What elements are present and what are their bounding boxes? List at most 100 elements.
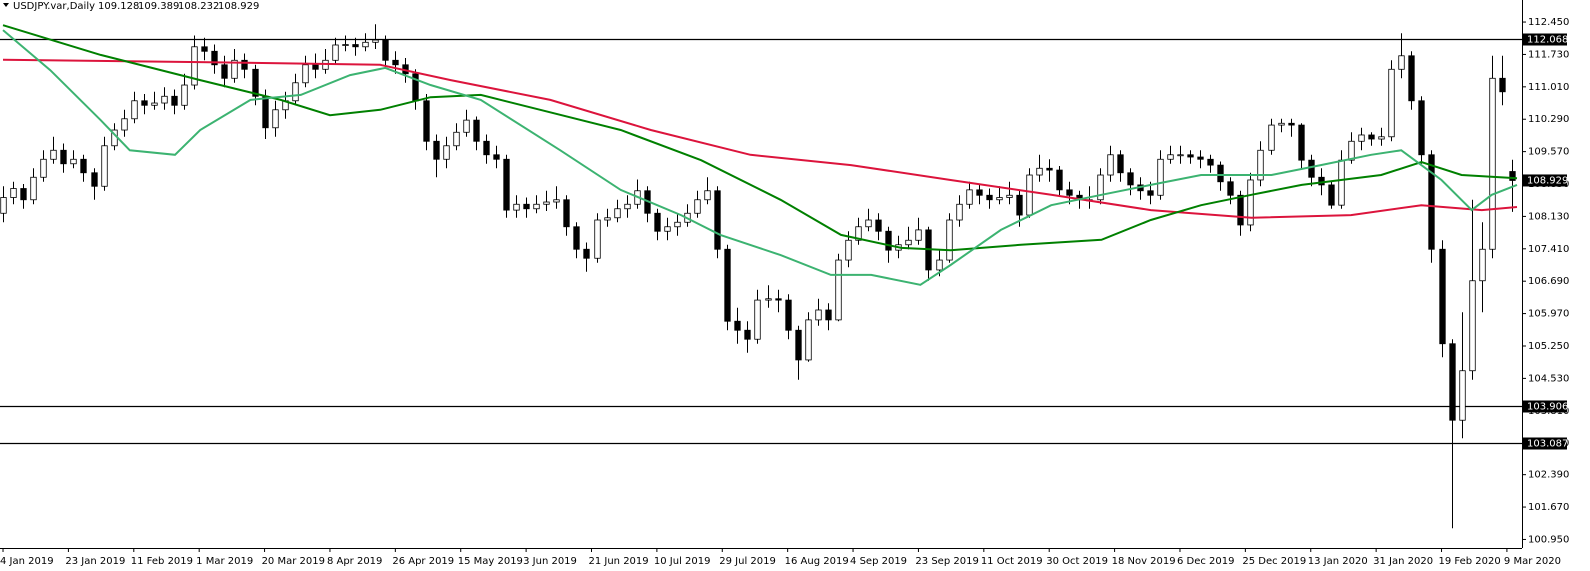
x-tick-label: 4 Sep 2019 bbox=[850, 556, 907, 567]
moving-average bbox=[2, 58, 1518, 219]
candle-body bbox=[936, 259, 943, 271]
candle-body bbox=[1237, 194, 1244, 226]
candle-body bbox=[825, 309, 832, 321]
candle-body bbox=[1398, 55, 1405, 70]
candle-body bbox=[986, 194, 993, 201]
candle-body bbox=[181, 84, 188, 106]
candle-body bbox=[433, 140, 440, 160]
candle-body bbox=[483, 140, 490, 156]
candle-body bbox=[121, 118, 128, 131]
candle-body bbox=[1428, 154, 1435, 250]
candle-body bbox=[0, 197, 7, 214]
candle-body bbox=[523, 203, 530, 210]
candle-body bbox=[1157, 158, 1164, 196]
candle-body bbox=[101, 145, 108, 187]
y-tick-label: 105.970 bbox=[1528, 309, 1569, 320]
candle-body bbox=[1026, 174, 1033, 216]
candle-body bbox=[744, 329, 751, 340]
candle-body bbox=[583, 248, 590, 259]
moving-average bbox=[2, 24, 1518, 252]
plot: 112.450111.730111.010110.290109.570108.8… bbox=[0, 17, 1569, 567]
candle-body bbox=[996, 197, 1003, 201]
candle-body bbox=[614, 208, 621, 219]
x-tick-label: 15 May 2019 bbox=[458, 556, 523, 567]
candle-body bbox=[1197, 156, 1204, 160]
candle-body bbox=[624, 203, 631, 210]
candle-body bbox=[20, 188, 27, 201]
candle-body bbox=[533, 203, 540, 210]
symbol: USDJPY.var,Daily bbox=[13, 1, 95, 12]
candle-body bbox=[1298, 124, 1305, 161]
candle-body bbox=[1217, 164, 1224, 183]
y-tick-label: 111.010 bbox=[1528, 82, 1569, 93]
candle-body bbox=[453, 131, 460, 147]
candle-body bbox=[1308, 159, 1315, 178]
candle-body bbox=[1097, 174, 1104, 201]
candle-body bbox=[30, 176, 37, 201]
x-tick-label: 23 Jan 2019 bbox=[65, 556, 125, 567]
candle-body bbox=[1006, 194, 1013, 198]
candle-body bbox=[1318, 176, 1325, 186]
candle-body bbox=[1418, 100, 1425, 156]
candle-body bbox=[1499, 77, 1506, 93]
candle-body bbox=[1408, 55, 1415, 102]
candle-body bbox=[1348, 140, 1355, 161]
candle-body bbox=[40, 158, 47, 178]
price-label-bg bbox=[1523, 174, 1567, 187]
x-tick-label: 9 Mar 2020 bbox=[1504, 556, 1561, 567]
candle-body bbox=[724, 248, 731, 322]
candle-body bbox=[161, 95, 168, 104]
candle-body bbox=[342, 44, 349, 46]
x-tick-label: 21 Jun 2019 bbox=[588, 556, 648, 567]
x-tick-label: 4 Jan 2019 bbox=[0, 556, 54, 567]
x-tick-label: 1 Mar 2019 bbox=[196, 556, 253, 567]
x-tick-label: 29 Jul 2019 bbox=[719, 556, 776, 567]
candle-body bbox=[1227, 181, 1234, 196]
x-tick-label: 16 Aug 2019 bbox=[785, 556, 849, 567]
candle-body bbox=[372, 39, 379, 43]
candle-body bbox=[604, 217, 611, 221]
x-tick-label: 3 Jun 2019 bbox=[523, 556, 577, 567]
candle-body bbox=[292, 82, 299, 102]
candle-body bbox=[252, 68, 259, 97]
candle-body bbox=[775, 298, 782, 301]
candle-body bbox=[141, 100, 148, 106]
candle-body bbox=[151, 102, 158, 106]
candle-body bbox=[785, 299, 792, 331]
level-label-bg bbox=[1523, 33, 1567, 46]
candle-body bbox=[1469, 280, 1476, 372]
candle-body bbox=[1247, 179, 1254, 226]
y-tick-label: 101.670 bbox=[1528, 502, 1569, 513]
candle-body bbox=[875, 219, 882, 232]
x-tick-label: 25 Dec 2019 bbox=[1242, 556, 1306, 567]
candle-body bbox=[1459, 370, 1466, 421]
candle-body bbox=[1257, 149, 1264, 181]
candle-body bbox=[382, 39, 389, 61]
y-tick-label: 105.250 bbox=[1528, 341, 1569, 352]
candle-body bbox=[1489, 77, 1496, 250]
x-tick-label: 6 Dec 2019 bbox=[1177, 556, 1235, 567]
level-label: 103.087 bbox=[1527, 439, 1568, 450]
x-tick-label: 10 Jul 2019 bbox=[654, 556, 711, 567]
x-tick-label: 23 Sep 2019 bbox=[915, 556, 978, 567]
header-open: 109.128 bbox=[98, 1, 139, 12]
candle-body bbox=[795, 329, 802, 361]
candle-body bbox=[1378, 136, 1385, 140]
level-label-bg bbox=[1523, 437, 1567, 450]
candle-body bbox=[221, 64, 228, 79]
candle-body bbox=[473, 119, 480, 142]
candle-body bbox=[845, 239, 852, 261]
candle-body bbox=[503, 158, 510, 211]
candle-body bbox=[362, 41, 369, 48]
candle-body bbox=[754, 299, 761, 340]
candle-body bbox=[241, 59, 248, 70]
x-tick-label: 11 Feb 2019 bbox=[131, 556, 193, 567]
y-tick-label: 104.530 bbox=[1528, 373, 1569, 384]
candle-body bbox=[865, 219, 872, 228]
candle-body bbox=[1167, 154, 1174, 160]
x-tick-label: 8 Apr 2019 bbox=[327, 556, 382, 567]
candle-body bbox=[1107, 154, 1114, 176]
candle-body bbox=[976, 189, 983, 196]
